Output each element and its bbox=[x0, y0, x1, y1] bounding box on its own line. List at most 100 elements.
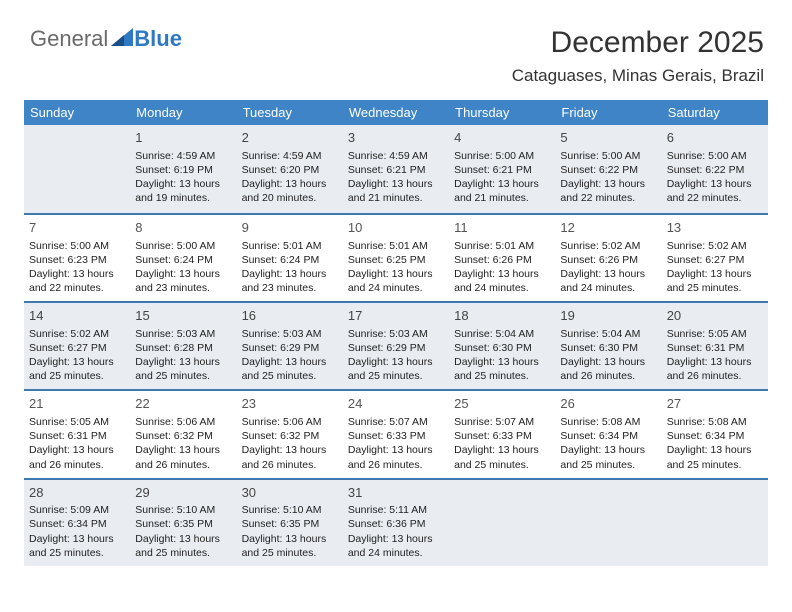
day-number: 28 bbox=[29, 484, 125, 502]
daylight-text: Daylight: 13 hours and 26 minutes. bbox=[667, 355, 763, 383]
page-title: December 2025 bbox=[551, 26, 764, 60]
sunrise-text: Sunrise: 5:04 AM bbox=[454, 327, 550, 341]
calendar-day bbox=[24, 125, 130, 213]
sunset-text: Sunset: 6:35 PM bbox=[135, 517, 231, 531]
calendar-day: 9Sunrise: 5:01 AMSunset: 6:24 PMDaylight… bbox=[237, 215, 343, 301]
sunrise-text: Sunrise: 5:08 AM bbox=[560, 415, 656, 429]
day-number: 20 bbox=[667, 307, 763, 325]
day-number: 11 bbox=[454, 219, 550, 237]
day-number: 31 bbox=[348, 484, 444, 502]
daylight-text: Daylight: 13 hours and 23 minutes. bbox=[135, 267, 231, 295]
sunset-text: Sunset: 6:29 PM bbox=[348, 341, 444, 355]
day-number: 19 bbox=[560, 307, 656, 325]
calendar-day: 5Sunrise: 5:00 AMSunset: 6:22 PMDaylight… bbox=[555, 125, 661, 213]
sunrise-text: Sunrise: 5:04 AM bbox=[560, 327, 656, 341]
sunrise-text: Sunrise: 5:02 AM bbox=[667, 239, 763, 253]
calendar-day: 16Sunrise: 5:03 AMSunset: 6:29 PMDayligh… bbox=[237, 303, 343, 389]
sunset-text: Sunset: 6:34 PM bbox=[560, 429, 656, 443]
sunset-text: Sunset: 6:25 PM bbox=[348, 253, 444, 267]
sunrise-text: Sunrise: 5:01 AM bbox=[454, 239, 550, 253]
sunrise-text: Sunrise: 5:05 AM bbox=[667, 327, 763, 341]
daylight-text: Daylight: 13 hours and 22 minutes. bbox=[667, 177, 763, 205]
sunset-text: Sunset: 6:21 PM bbox=[454, 163, 550, 177]
day-number: 18 bbox=[454, 307, 550, 325]
sunrise-text: Sunrise: 4:59 AM bbox=[135, 149, 231, 163]
daylight-text: Daylight: 13 hours and 25 minutes. bbox=[135, 532, 231, 560]
day-number: 29 bbox=[135, 484, 231, 502]
sunrise-text: Sunrise: 5:10 AM bbox=[242, 503, 338, 517]
calendar-day: 21Sunrise: 5:05 AMSunset: 6:31 PMDayligh… bbox=[24, 391, 130, 477]
daylight-text: Daylight: 13 hours and 24 minutes. bbox=[560, 267, 656, 295]
calendar-day: 12Sunrise: 5:02 AMSunset: 6:26 PMDayligh… bbox=[555, 215, 661, 301]
daylight-text: Daylight: 13 hours and 25 minutes. bbox=[667, 443, 763, 471]
calendar-day: 18Sunrise: 5:04 AMSunset: 6:30 PMDayligh… bbox=[449, 303, 555, 389]
day-number: 17 bbox=[348, 307, 444, 325]
daylight-text: Daylight: 13 hours and 25 minutes. bbox=[348, 355, 444, 383]
calendar-day bbox=[449, 480, 555, 566]
daylight-text: Daylight: 13 hours and 22 minutes. bbox=[560, 177, 656, 205]
calendar-day: 24Sunrise: 5:07 AMSunset: 6:33 PMDayligh… bbox=[343, 391, 449, 477]
day-number: 8 bbox=[135, 219, 231, 237]
daylight-text: Daylight: 13 hours and 25 minutes. bbox=[560, 443, 656, 471]
day-number: 23 bbox=[242, 395, 338, 413]
sunset-text: Sunset: 6:21 PM bbox=[348, 163, 444, 177]
triangle-icon bbox=[111, 26, 133, 52]
calendar-day: 20Sunrise: 5:05 AMSunset: 6:31 PMDayligh… bbox=[662, 303, 768, 389]
calendar-week: 28Sunrise: 5:09 AMSunset: 6:34 PMDayligh… bbox=[24, 478, 768, 566]
weekday-header: Monday bbox=[130, 100, 236, 125]
sunrise-text: Sunrise: 5:00 AM bbox=[29, 239, 125, 253]
calendar-week: 1Sunrise: 4:59 AMSunset: 6:19 PMDaylight… bbox=[24, 125, 768, 213]
sunset-text: Sunset: 6:33 PM bbox=[454, 429, 550, 443]
day-number: 13 bbox=[667, 219, 763, 237]
weekday-header: Sunday bbox=[24, 100, 130, 125]
day-number: 7 bbox=[29, 219, 125, 237]
day-number: 27 bbox=[667, 395, 763, 413]
day-number: 22 bbox=[135, 395, 231, 413]
daylight-text: Daylight: 13 hours and 25 minutes. bbox=[242, 355, 338, 383]
day-number: 21 bbox=[29, 395, 125, 413]
calendar-day: 22Sunrise: 5:06 AMSunset: 6:32 PMDayligh… bbox=[130, 391, 236, 477]
daylight-text: Daylight: 13 hours and 24 minutes. bbox=[454, 267, 550, 295]
calendar-day: 2Sunrise: 4:59 AMSunset: 6:20 PMDaylight… bbox=[237, 125, 343, 213]
weekday-header-row: Sunday Monday Tuesday Wednesday Thursday… bbox=[24, 100, 768, 125]
daylight-text: Daylight: 13 hours and 25 minutes. bbox=[242, 532, 338, 560]
sunrise-text: Sunrise: 5:00 AM bbox=[454, 149, 550, 163]
sunset-text: Sunset: 6:32 PM bbox=[135, 429, 231, 443]
weeks-container: 1Sunrise: 4:59 AMSunset: 6:19 PMDaylight… bbox=[24, 125, 768, 566]
sunrise-text: Sunrise: 5:10 AM bbox=[135, 503, 231, 517]
sunset-text: Sunset: 6:33 PM bbox=[348, 429, 444, 443]
calendar-day: 3Sunrise: 4:59 AMSunset: 6:21 PMDaylight… bbox=[343, 125, 449, 213]
brand-logo: General Blue bbox=[30, 26, 182, 52]
weekday-header: Thursday bbox=[449, 100, 555, 125]
calendar-day: 17Sunrise: 5:03 AMSunset: 6:29 PMDayligh… bbox=[343, 303, 449, 389]
sunrise-text: Sunrise: 5:02 AM bbox=[29, 327, 125, 341]
sunset-text: Sunset: 6:27 PM bbox=[29, 341, 125, 355]
daylight-text: Daylight: 13 hours and 26 minutes. bbox=[348, 443, 444, 471]
day-number: 2 bbox=[242, 129, 338, 147]
calendar-day: 13Sunrise: 5:02 AMSunset: 6:27 PMDayligh… bbox=[662, 215, 768, 301]
day-number: 1 bbox=[135, 129, 231, 147]
sunrise-text: Sunrise: 5:00 AM bbox=[667, 149, 763, 163]
day-number: 4 bbox=[454, 129, 550, 147]
weekday-header: Wednesday bbox=[343, 100, 449, 125]
day-number: 25 bbox=[454, 395, 550, 413]
daylight-text: Daylight: 13 hours and 25 minutes. bbox=[29, 532, 125, 560]
calendar-day bbox=[662, 480, 768, 566]
day-number: 6 bbox=[667, 129, 763, 147]
sunset-text: Sunset: 6:34 PM bbox=[667, 429, 763, 443]
day-number: 16 bbox=[242, 307, 338, 325]
sunset-text: Sunset: 6:29 PM bbox=[242, 341, 338, 355]
calendar-day: 25Sunrise: 5:07 AMSunset: 6:33 PMDayligh… bbox=[449, 391, 555, 477]
daylight-text: Daylight: 13 hours and 20 minutes. bbox=[242, 177, 338, 205]
brand-part1: General bbox=[30, 26, 108, 52]
day-number: 30 bbox=[242, 484, 338, 502]
calendar-day: 27Sunrise: 5:08 AMSunset: 6:34 PMDayligh… bbox=[662, 391, 768, 477]
calendar-day: 4Sunrise: 5:00 AMSunset: 6:21 PMDaylight… bbox=[449, 125, 555, 213]
calendar-day: 28Sunrise: 5:09 AMSunset: 6:34 PMDayligh… bbox=[24, 480, 130, 566]
daylight-text: Daylight: 13 hours and 22 minutes. bbox=[29, 267, 125, 295]
sunset-text: Sunset: 6:23 PM bbox=[29, 253, 125, 267]
sunrise-text: Sunrise: 5:06 AM bbox=[135, 415, 231, 429]
calendar-day: 6Sunrise: 5:00 AMSunset: 6:22 PMDaylight… bbox=[662, 125, 768, 213]
sunrise-text: Sunrise: 4:59 AM bbox=[242, 149, 338, 163]
daylight-text: Daylight: 13 hours and 24 minutes. bbox=[348, 267, 444, 295]
